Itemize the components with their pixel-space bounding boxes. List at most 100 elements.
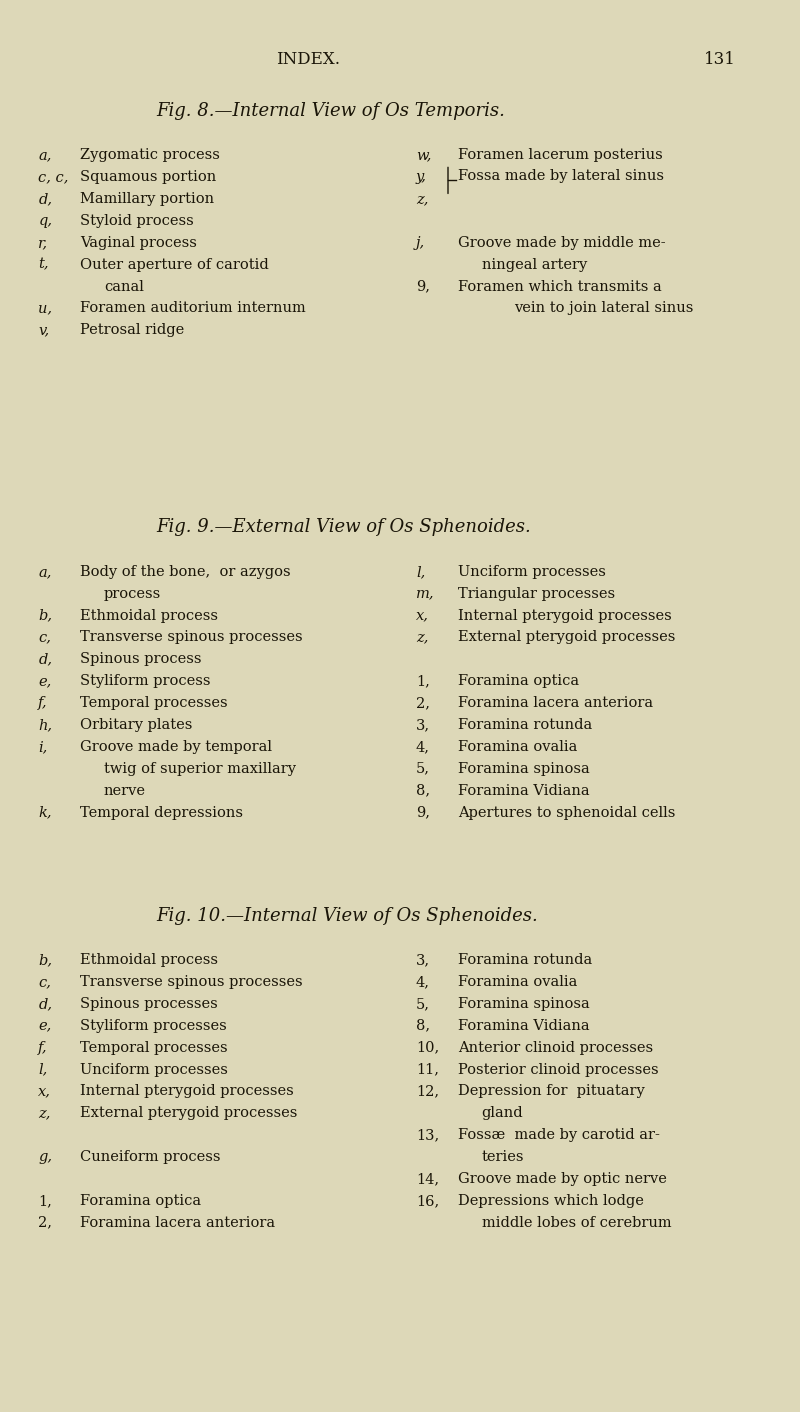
Text: Styloid process: Styloid process — [80, 213, 194, 227]
Text: Transverse spinous processes: Transverse spinous processes — [80, 974, 302, 988]
Text: v,: v, — [38, 323, 50, 337]
Text: Temporal processes: Temporal processes — [80, 1041, 228, 1055]
Text: 9,: 9, — [416, 280, 430, 294]
Text: 1,: 1, — [38, 1195, 52, 1207]
Text: Unciform processes: Unciform processes — [80, 1063, 228, 1076]
Text: 4,: 4, — [416, 974, 430, 988]
Text: Transverse spinous processes: Transverse spinous processes — [80, 630, 302, 644]
Text: Posterior clinoid processes: Posterior clinoid processes — [458, 1063, 658, 1076]
Text: Foramina optica: Foramina optica — [80, 1195, 201, 1207]
Text: Foramina lacera anteriora: Foramina lacera anteriora — [80, 1216, 275, 1230]
Text: 3,: 3, — [416, 953, 430, 967]
Text: k,: k, — [38, 805, 52, 819]
Text: 5,: 5, — [416, 761, 430, 775]
Text: z,: z, — [38, 1107, 50, 1120]
Text: b,: b, — [38, 609, 53, 623]
Text: middle lobes of cerebrum: middle lobes of cerebrum — [482, 1216, 671, 1230]
Text: h,: h, — [38, 717, 53, 731]
Text: l,: l, — [38, 1063, 48, 1076]
Text: Triangular processes: Triangular processes — [458, 586, 614, 600]
Text: Anterior clinoid processes: Anterior clinoid processes — [458, 1041, 653, 1055]
Text: ningeal artery: ningeal artery — [482, 257, 587, 271]
Text: Foramina Vidiana: Foramina Vidiana — [458, 1019, 590, 1032]
Text: 14,: 14, — [416, 1172, 439, 1186]
Text: d,: d, — [38, 997, 53, 1011]
Text: r,: r, — [38, 236, 48, 250]
Text: d,: d, — [38, 652, 53, 666]
Text: twig of superior maxillary: twig of superior maxillary — [104, 761, 296, 775]
Text: Outer aperture of carotid: Outer aperture of carotid — [80, 257, 269, 271]
Text: 9,: 9, — [416, 805, 430, 819]
Text: Internal pterygoid processes: Internal pterygoid processes — [80, 1084, 294, 1099]
Text: Ethmoidal process: Ethmoidal process — [80, 609, 218, 623]
Text: Fig. 9.—External View of Os Sphenoides.: Fig. 9.—External View of Os Sphenoides. — [156, 518, 530, 537]
Text: Cuneiform process: Cuneiform process — [80, 1151, 221, 1163]
Text: c,: c, — [38, 630, 51, 644]
Text: canal: canal — [104, 280, 144, 294]
Text: Fossæ  made by carotid ar-: Fossæ made by carotid ar- — [458, 1128, 659, 1142]
Text: Groove made by optic nerve: Groove made by optic nerve — [458, 1172, 666, 1186]
Text: z,: z, — [416, 630, 428, 644]
Text: 10,: 10, — [416, 1041, 439, 1055]
Text: u,: u, — [38, 301, 53, 315]
Text: 1,: 1, — [416, 674, 430, 688]
Text: External pterygoid processes: External pterygoid processes — [458, 630, 675, 644]
Text: vein to join lateral sinus: vein to join lateral sinus — [514, 301, 693, 315]
Text: t,: t, — [38, 257, 49, 271]
Text: 11,: 11, — [416, 1063, 439, 1076]
Text: Fig. 8.—Internal View of Os Temporis.: Fig. 8.—Internal View of Os Temporis. — [156, 102, 505, 120]
Text: w,: w, — [416, 148, 431, 162]
Text: q,: q, — [38, 213, 53, 227]
Text: c,: c, — [38, 974, 51, 988]
Text: gland: gland — [482, 1107, 523, 1120]
Text: i,: i, — [38, 740, 48, 754]
Text: nerve: nerve — [104, 784, 146, 798]
Text: y,: y, — [416, 169, 427, 184]
Text: Squamous portion: Squamous portion — [80, 169, 216, 184]
Text: Petrosal ridge: Petrosal ridge — [80, 323, 184, 337]
Text: Foramina spinosa: Foramina spinosa — [458, 761, 590, 775]
Text: Internal pterygoid processes: Internal pterygoid processes — [458, 609, 671, 623]
Text: 13,: 13, — [416, 1128, 439, 1142]
Text: Foramina Vidiana: Foramina Vidiana — [458, 784, 590, 798]
Text: Spinous processes: Spinous processes — [80, 997, 218, 1011]
Text: Styliform processes: Styliform processes — [80, 1019, 226, 1032]
Text: x,: x, — [416, 609, 429, 623]
Text: Foramina ovalia: Foramina ovalia — [458, 974, 577, 988]
Text: Apertures to sphenoidal cells: Apertures to sphenoidal cells — [458, 805, 675, 819]
Text: c, c,: c, c, — [38, 169, 69, 184]
Text: process: process — [104, 586, 162, 600]
Text: b,: b, — [38, 953, 53, 967]
Text: 2,: 2, — [416, 696, 430, 710]
Text: a,: a, — [38, 565, 52, 579]
Text: 3,: 3, — [416, 717, 430, 731]
Text: Styliform process: Styliform process — [80, 674, 210, 688]
Text: 16,: 16, — [416, 1195, 439, 1207]
Text: Depression for  pituatary: Depression for pituatary — [458, 1084, 644, 1099]
Text: m,: m, — [416, 586, 434, 600]
Text: INDEX.: INDEX. — [276, 51, 340, 68]
Text: Body of the bone,  or azygos: Body of the bone, or azygos — [80, 565, 290, 579]
Text: Foramina lacera anteriora: Foramina lacera anteriora — [458, 696, 653, 710]
Text: f,: f, — [38, 1041, 48, 1055]
Text: Depressions which lodge: Depressions which lodge — [458, 1195, 643, 1207]
Text: Foramina rotunda: Foramina rotunda — [458, 717, 592, 731]
Text: Temporal depressions: Temporal depressions — [80, 805, 243, 819]
Text: 4,: 4, — [416, 740, 430, 754]
Text: Mamillary portion: Mamillary portion — [80, 192, 214, 206]
Text: Foramen lacerum posterius: Foramen lacerum posterius — [458, 148, 662, 162]
Text: x,: x, — [38, 1084, 51, 1099]
Text: 2,: 2, — [38, 1216, 53, 1230]
Text: a,: a, — [38, 148, 52, 162]
Text: e,: e, — [38, 674, 52, 688]
Text: Orbitary plates: Orbitary plates — [80, 717, 192, 731]
Text: Unciform processes: Unciform processes — [458, 565, 606, 579]
Text: teries: teries — [482, 1151, 524, 1163]
Text: e,: e, — [38, 1019, 52, 1032]
Text: Foramina optica: Foramina optica — [458, 674, 578, 688]
Text: Fig. 10.—Internal View of Os Sphenoides.: Fig. 10.—Internal View of Os Sphenoides. — [156, 907, 538, 925]
Text: Vaginal process: Vaginal process — [80, 236, 197, 250]
Text: Foramen which transmits a: Foramen which transmits a — [458, 280, 662, 294]
Text: Fossa made by lateral sinus: Fossa made by lateral sinus — [458, 169, 663, 184]
Text: z,: z, — [416, 192, 428, 206]
